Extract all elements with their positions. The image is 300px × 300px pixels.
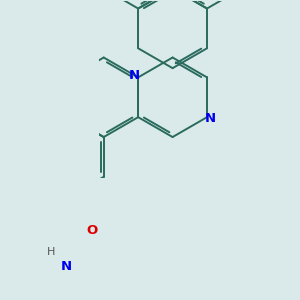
- Text: H: H: [47, 247, 56, 257]
- Text: O: O: [87, 224, 98, 236]
- Text: N: N: [129, 70, 140, 83]
- Text: N: N: [205, 112, 216, 125]
- Text: N: N: [61, 260, 72, 273]
